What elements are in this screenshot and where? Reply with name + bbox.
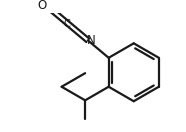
Text: C: C xyxy=(64,19,70,29)
Text: N: N xyxy=(87,34,96,47)
Text: O: O xyxy=(37,0,46,12)
